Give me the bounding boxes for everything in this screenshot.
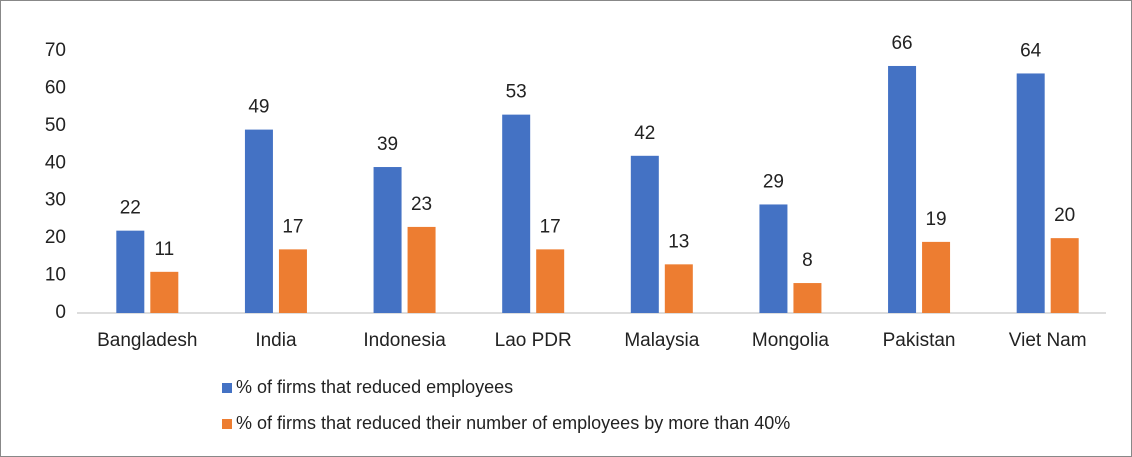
data-label: 20 <box>1054 205 1075 226</box>
x-tick-label: Pakistan <box>883 330 956 351</box>
data-label: 11 <box>154 239 174 260</box>
data-label: 22 <box>120 198 141 219</box>
bar <box>373 167 402 313</box>
legend-swatch <box>222 419 232 429</box>
data-label: 39 <box>377 134 398 155</box>
bar <box>278 249 307 313</box>
bar <box>502 114 531 313</box>
bar <box>664 264 693 313</box>
bar <box>922 241 951 313</box>
bar <box>759 204 788 313</box>
bar <box>1016 73 1045 313</box>
bar <box>630 155 659 313</box>
x-tick-label: Bangladesh <box>97 330 197 351</box>
bar <box>407 226 436 313</box>
legend-text: % of firms that reduced employees <box>236 377 513 397</box>
data-label: 23 <box>411 194 432 215</box>
data-label: 42 <box>634 123 655 144</box>
y-tick-label: 30 <box>45 190 66 211</box>
data-label: 49 <box>248 97 269 118</box>
data-label: 17 <box>282 216 303 237</box>
x-tick-label: Viet Nam <box>1009 330 1087 351</box>
data-label: 66 <box>891 33 912 54</box>
y-tick-label: 10 <box>45 265 66 286</box>
bar <box>1050 238 1079 313</box>
x-tick-label: Indonesia <box>363 330 446 351</box>
data-label: 17 <box>540 216 561 237</box>
data-label: 19 <box>925 209 946 230</box>
x-tick-label: India <box>255 330 297 351</box>
y-tick-label: 60 <box>45 77 66 98</box>
data-label: 53 <box>506 82 527 103</box>
data-label: 64 <box>1020 40 1042 61</box>
x-tick-label: Malaysia <box>624 330 699 351</box>
y-tick-label: 50 <box>45 115 66 136</box>
y-tick-label: 40 <box>45 152 66 173</box>
bar <box>150 271 179 313</box>
data-label: 29 <box>763 171 784 192</box>
legend-text: % of firms that reduced their number of … <box>236 413 790 433</box>
legend-swatch <box>222 383 232 393</box>
data-label: 13 <box>668 231 689 252</box>
y-tick-label: 70 <box>45 40 66 61</box>
y-tick-label: 0 <box>55 302 66 323</box>
x-tick-label: Lao PDR <box>495 330 572 351</box>
y-tick-label: 20 <box>45 227 66 248</box>
bar <box>116 230 145 313</box>
x-tick-label: Mongolia <box>752 330 830 351</box>
bar <box>536 249 565 313</box>
bar <box>244 129 273 313</box>
data-label: 8 <box>802 250 813 271</box>
bar <box>793 283 822 313</box>
bar <box>888 65 917 313</box>
